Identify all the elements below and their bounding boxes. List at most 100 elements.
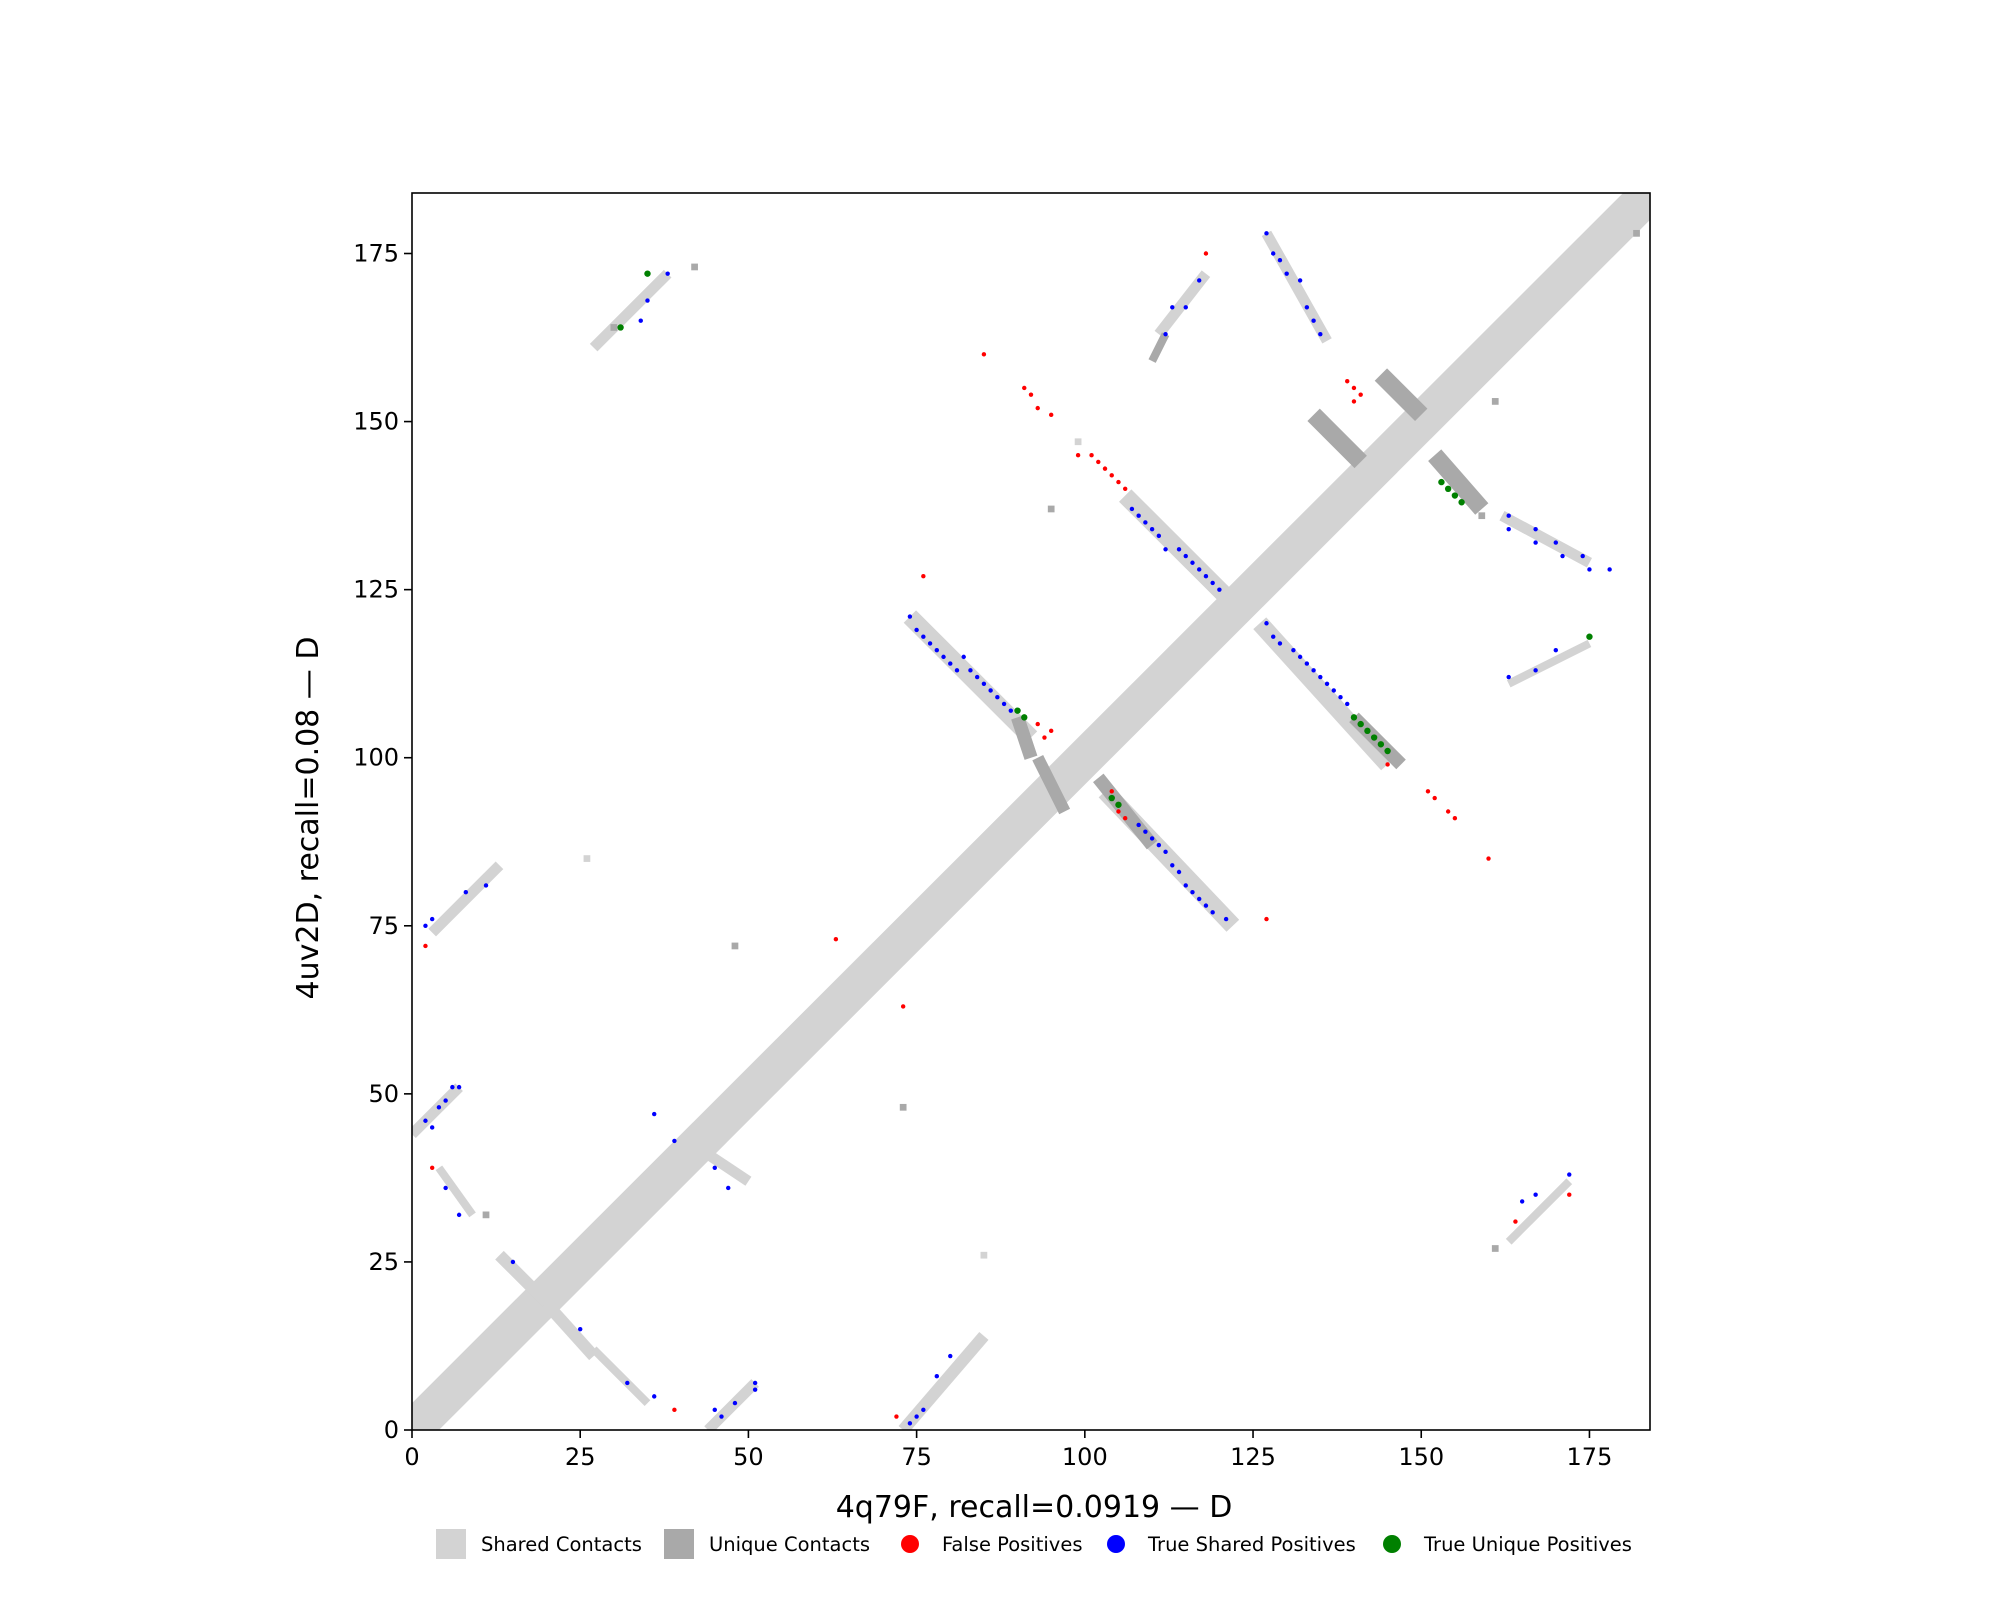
contact-segments-layer <box>412 230 1592 1430</box>
legend-swatch-false_positive <box>901 1535 919 1553</box>
contact-segment-unique-7 <box>1307 408 1367 469</box>
contact-segment-shared-25 <box>435 1165 476 1218</box>
true-shared-point-65 <box>1163 331 1168 337</box>
true-shared-point-83 <box>429 1125 435 1130</box>
true-shared-point-29 <box>1264 621 1269 626</box>
true-shared-point-60 <box>1311 318 1316 323</box>
false-positive-point-15 <box>1358 392 1363 397</box>
contact-segment-shared-19 <box>1505 1178 1573 1245</box>
true-shared-point-27 <box>1210 580 1215 586</box>
false-positive-point-12 <box>1203 251 1209 256</box>
true-shared-point-64 <box>1197 278 1202 283</box>
contact-segment-shared-0 <box>903 610 1038 744</box>
true-shared-point-3 <box>927 641 933 646</box>
false-positive-point-27 <box>1109 789 1114 794</box>
true-shared-point-98 <box>712 1407 717 1413</box>
contact-segment-shared-17 <box>898 1331 989 1430</box>
contact-cell-shared-11 <box>980 1251 988 1259</box>
contact-segment-shared-21 <box>528 1284 599 1361</box>
true-shared-point-15 <box>1008 708 1014 713</box>
x-tick-label-0: 0 <box>404 1443 419 1471</box>
contact-segment-shared-23 <box>590 1346 651 1406</box>
y-tick-label-175: 175 <box>353 240 399 268</box>
true-unique-point-12 <box>1438 478 1445 486</box>
contact-cell-shared-10 <box>583 855 591 862</box>
prediction-points-layer <box>423 231 1612 1426</box>
false-positive-point-38 <box>1567 1192 1572 1197</box>
true-shared-point-25 <box>1197 567 1202 572</box>
false-positive-point-8 <box>1102 466 1108 471</box>
false-positive-point-24 <box>1445 809 1451 814</box>
legend-label-true_shared: True Shared Positives <box>1147 1533 1356 1556</box>
true-shared-point-104 <box>921 1407 926 1413</box>
false-positive-point-33 <box>423 943 428 949</box>
contact-segment-unique-1 <box>1011 715 1038 760</box>
x-tick-label-175: 175 <box>1567 1443 1613 1471</box>
x-axis-label: 4q79F, recall=0.0919 — D <box>836 1490 1233 1525</box>
false-positive-point-25 <box>1452 816 1458 821</box>
false-positive-point-4 <box>1048 412 1054 418</box>
false-positive-point-19 <box>1048 728 1054 734</box>
true-shared-point-0 <box>907 614 913 619</box>
true-shared-point-100 <box>732 1400 738 1406</box>
true-shared-point-2 <box>921 634 926 639</box>
x-tick-label-25: 25 <box>565 1443 596 1471</box>
x-tick-label-125: 125 <box>1230 1443 1276 1471</box>
y-tick-label-75: 75 <box>368 912 399 940</box>
legend-swatch-unique <box>664 1529 694 1559</box>
false-positive-point-20 <box>1042 735 1047 740</box>
false-positive-point-35 <box>672 1407 677 1413</box>
true-shared-point-16 <box>1129 506 1135 512</box>
true-shared-point-34 <box>1304 661 1310 666</box>
diagonal-band <box>412 193 1650 1430</box>
true-shared-point-13 <box>995 695 1000 700</box>
y-tick-label-150: 150 <box>353 408 399 436</box>
legend-label-shared: Shared Contacts <box>481 1533 642 1556</box>
true-shared-point-1 <box>914 627 919 633</box>
true-shared-point-21 <box>1163 547 1168 552</box>
contact-cell-unique-0 <box>610 324 618 331</box>
true-shared-point-74 <box>1607 567 1612 572</box>
true-shared-point-20 <box>1156 533 1162 539</box>
y-tick-label-25: 25 <box>368 1248 399 1276</box>
false-positive-point-31 <box>833 937 839 942</box>
true-shared-point-22 <box>1176 547 1182 552</box>
true-shared-point-82 <box>423 1118 428 1123</box>
true-shared-point-75 <box>1506 674 1511 680</box>
contact-cell-unique-5 <box>1491 1245 1499 1252</box>
true-shared-point-55 <box>1271 251 1276 256</box>
true-shared-point-50 <box>1197 896 1202 902</box>
x-axis: 0 25 50 75 100 125 150 175 <box>404 1430 1612 1471</box>
y-axis-label: 4uv2D, recall=0.08 — D <box>291 637 326 1000</box>
true-shared-point-42 <box>1143 829 1148 834</box>
contact-segment-unique-9 <box>1428 449 1489 515</box>
true-unique-point-14 <box>1451 492 1459 499</box>
true-shared-point-63 <box>1183 305 1188 310</box>
true-shared-point-46 <box>1170 863 1175 868</box>
true-shared-point-109 <box>645 298 650 303</box>
true-unique-point-8 <box>1364 727 1371 735</box>
true-shared-point-30 <box>1271 634 1276 639</box>
contact-cells-layer <box>482 229 1640 1259</box>
true-shared-point-106 <box>934 1374 940 1379</box>
false-positive-point-0 <box>981 352 987 357</box>
contact-segment-shared-12 <box>1154 270 1211 338</box>
true-shared-point-57 <box>1284 271 1289 276</box>
contact-segment-unique-8 <box>1374 368 1428 422</box>
contact-segment-shared-14 <box>428 861 504 937</box>
true-shared-point-84 <box>436 1105 442 1110</box>
true-unique-point-6 <box>1350 714 1358 721</box>
contact-cell-unique-4 <box>899 1103 907 1111</box>
true-shared-point-105 <box>907 1421 913 1426</box>
true-shared-point-108 <box>638 318 643 323</box>
true-shared-point-85 <box>443 1098 448 1103</box>
true-shared-point-95 <box>726 1185 731 1191</box>
false-positive-point-30 <box>1264 916 1269 922</box>
true-shared-point-12 <box>988 688 993 693</box>
true-shared-point-93 <box>672 1138 677 1144</box>
true-shared-point-77 <box>1553 647 1559 653</box>
false-positive-point-9 <box>1109 473 1114 478</box>
false-positive-point-2 <box>1028 392 1034 397</box>
true-shared-point-28 <box>1217 587 1222 592</box>
true-shared-point-81 <box>483 883 489 888</box>
